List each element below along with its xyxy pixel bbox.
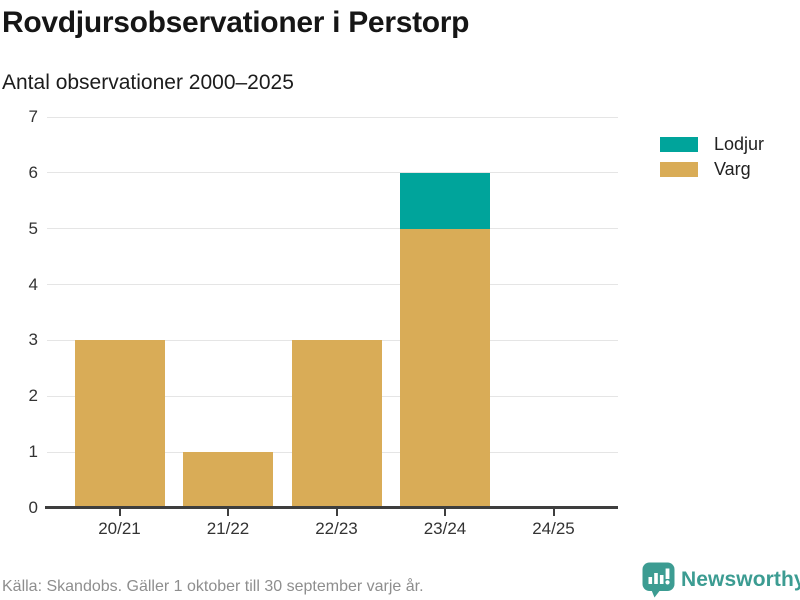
- chart-subtitle: Antal observationer 2000–2025: [2, 71, 294, 94]
- bar-23-24-varg: [400, 228, 490, 508]
- x-axis-label-23-24: 23/24: [423, 519, 467, 538]
- y-axis-tick-label: 4: [28, 274, 38, 294]
- bar-chart-speech-bubble-icon: [642, 562, 675, 598]
- bar-22-23-varg: [291, 340, 382, 508]
- newsworthy-logo[interactable]: Newsworthy: [642, 562, 800, 598]
- bar-21-22-varg: [183, 452, 273, 508]
- chart-legend: Lodjur Varg: [660, 134, 764, 184]
- x-axis-tick: [444, 509, 446, 516]
- y-axis-tick-label: 1: [28, 442, 38, 462]
- y-axis-tick-label: 6: [28, 162, 38, 182]
- page-title: Rovdjursobservationer i Perstorp: [2, 6, 470, 39]
- x-axis-label-24-25: 24/25: [532, 519, 575, 538]
- legend-label: Varg: [714, 159, 751, 179]
- legend-swatch-varg: [660, 161, 698, 177]
- legend-label: Lodjur: [714, 134, 765, 154]
- legend-item-lodjur: Lodjur: [660, 134, 764, 154]
- y-axis-tick-label: 0: [28, 498, 38, 517]
- x-axis-tick: [227, 509, 229, 516]
- gridline-y-7: [47, 116, 618, 118]
- x-axis-tick: [118, 509, 121, 516]
- x-axis-line: [45, 506, 618, 509]
- y-axis-tick-label: 5: [28, 218, 38, 238]
- source-note: Källa: Skandobs. Gäller 1 oktober till 3…: [2, 578, 424, 595]
- gridline-y-4: [47, 284, 618, 286]
- newsworthy-wordmark: Newsworthy: [681, 568, 800, 591]
- legend-swatch-lodjur: [660, 136, 698, 152]
- y-axis-tick-label: 2: [28, 386, 38, 406]
- x-axis-tick: [335, 509, 338, 516]
- gridline-y-6: [47, 172, 618, 174]
- x-axis-label-20-21: 20/21: [98, 519, 141, 538]
- legend-item-varg: Varg: [660, 159, 764, 179]
- bar-20-21-varg: [74, 340, 165, 508]
- x-axis-tick: [552, 509, 555, 516]
- y-axis-tick-label: 7: [28, 107, 38, 126]
- gridline-y-5: [47, 228, 618, 230]
- x-axis-label-22-23: 22/23: [315, 519, 358, 538]
- y-axis-tick-label: 3: [28, 330, 38, 350]
- bar-23-24-lodjur: [400, 172, 490, 229]
- x-axis-label-21-22: 21/22: [206, 519, 250, 538]
